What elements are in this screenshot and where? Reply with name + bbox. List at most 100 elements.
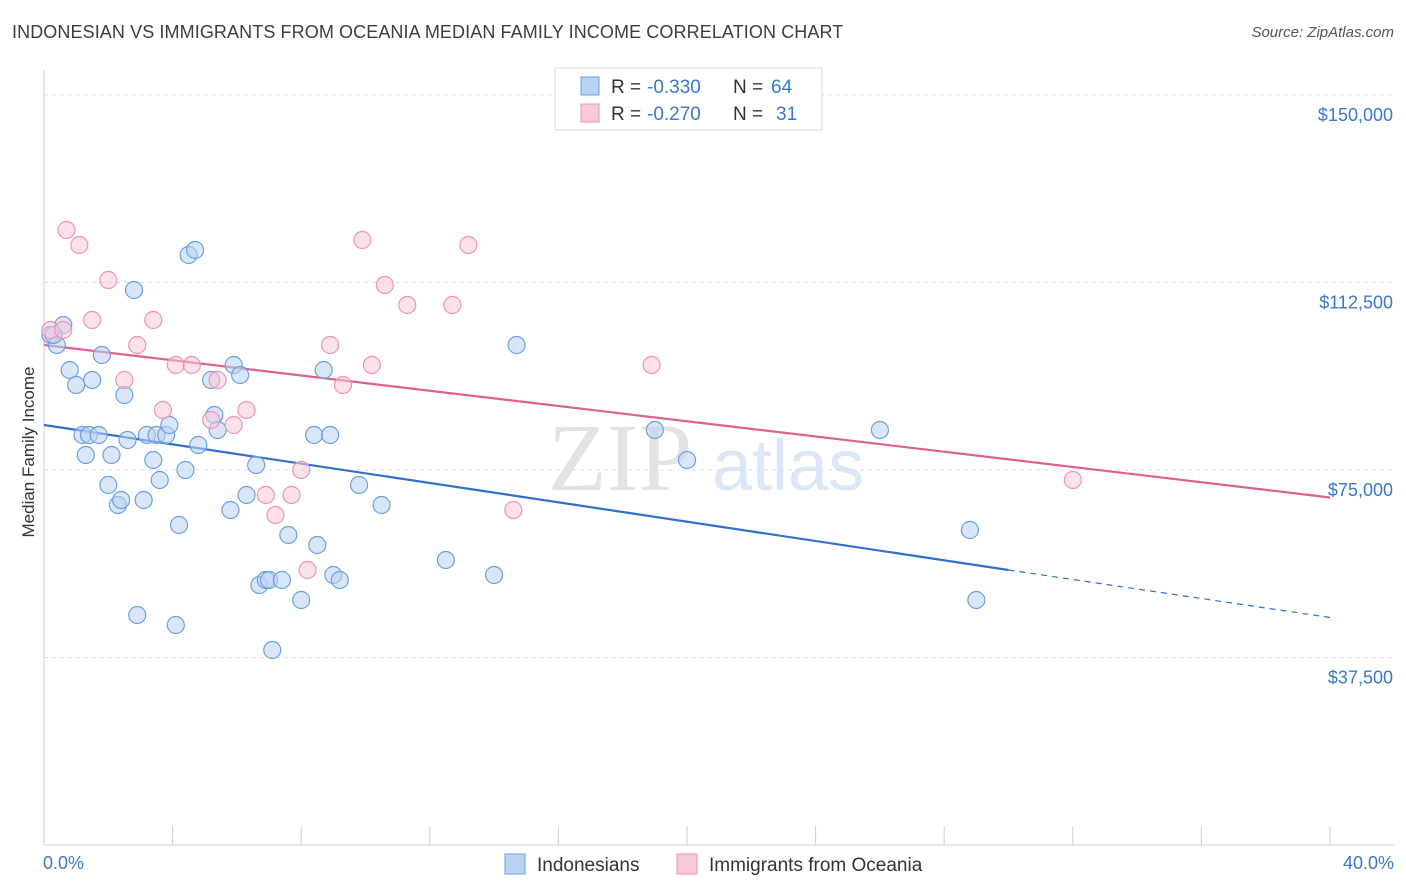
y-tick-label-1: $112,500	[1319, 293, 1393, 313]
point-series0-39	[247, 455, 266, 475]
point-series0-4	[67, 375, 86, 395]
point-series0-9	[89, 425, 108, 445]
point-series0-53	[349, 475, 369, 495]
chart-source: Source: ZipAtlas.com	[1251, 24, 1394, 41]
point-series1-25	[375, 275, 394, 295]
stats-legend: R = -0.330 N = 64 R = -0.270 N = 31	[554, 67, 823, 131]
point-series0-8	[83, 370, 102, 390]
point-series0-37	[231, 365, 250, 385]
data-points	[41, 220, 1082, 660]
point-series0-38	[237, 485, 256, 505]
point-series1-29	[504, 500, 523, 520]
point-series0-47	[304, 425, 324, 445]
point-series1-6	[115, 370, 134, 390]
point-series1-1	[54, 320, 73, 340]
point-series0-11	[99, 475, 118, 495]
point-series0-52	[330, 570, 349, 590]
point-series0-49	[314, 360, 333, 380]
point-series1-20	[298, 560, 317, 580]
point-series0-48	[308, 535, 327, 555]
point-series0-50	[321, 425, 340, 445]
point-series1-18	[282, 485, 301, 505]
point-series0-55	[436, 550, 455, 570]
point-series1-15	[237, 400, 256, 420]
point-series0-17	[124, 280, 144, 300]
legend-swatch-oceania	[580, 103, 600, 123]
point-series0-44	[272, 570, 292, 590]
legend-n-label-1: N =	[733, 77, 763, 98]
point-series1-13	[208, 370, 227, 390]
point-series0-54	[372, 495, 391, 515]
trend-line-extension-0	[1008, 569, 1331, 619]
legend-r-label-2: R =	[611, 104, 641, 125]
point-series1-5	[99, 270, 118, 290]
point-series1-9	[153, 400, 173, 420]
legend-n-value-2: 31	[776, 104, 797, 125]
point-series0-12	[102, 445, 121, 465]
point-series0-59	[677, 450, 697, 470]
bottom-legend-swatch-indonesians	[504, 853, 526, 875]
point-series0-57	[507, 335, 526, 355]
trend-line-1	[43, 343, 1331, 499]
point-series0-30	[186, 240, 205, 260]
point-series1-11	[182, 355, 201, 375]
point-series1-19	[292, 460, 311, 480]
point-series0-19	[134, 490, 153, 510]
point-series1-30	[642, 355, 661, 375]
point-series1-7	[128, 335, 147, 355]
point-series1-23	[353, 230, 372, 250]
y-tick-label-0: $150,000	[1318, 105, 1393, 125]
point-series1-14	[224, 415, 243, 435]
legend-r-label-1: R =	[611, 77, 641, 98]
point-series1-4	[83, 310, 102, 330]
point-series0-61	[960, 520, 980, 540]
point-series1-8	[144, 310, 163, 330]
x-tick-label-max: 40.0%	[1343, 853, 1394, 873]
legend-swatch-indonesians	[580, 76, 600, 96]
point-series1-16	[256, 485, 275, 505]
legend-r-value-2: -0.270	[647, 104, 701, 125]
axes	[43, 70, 1394, 846]
point-series0-10	[92, 345, 111, 365]
point-series1-31	[1063, 470, 1082, 490]
point-series0-6	[76, 445, 95, 465]
point-series0-23	[150, 470, 169, 490]
watermark-zip: ZIP	[548, 404, 692, 511]
point-series1-26	[398, 295, 417, 315]
point-series1-2	[57, 220, 76, 240]
legend-n-value-1: 64	[771, 77, 793, 98]
point-series0-26	[166, 615, 185, 635]
point-series0-21	[144, 450, 163, 470]
point-series0-3	[60, 360, 79, 380]
y-tick-label-2: $75,000	[1328, 480, 1393, 500]
point-series1-12	[202, 410, 221, 430]
y-axis-label: Median Family Income	[19, 366, 38, 537]
legend-n-label-2: N =	[733, 104, 763, 125]
point-series1-10	[166, 355, 185, 375]
series-legend: Indonesians Immigrants from Oceania	[504, 853, 923, 876]
point-series0-25	[160, 415, 179, 435]
watermark-atlas: atlas	[712, 426, 864, 506]
point-series1-27	[443, 295, 462, 315]
point-series0-31	[189, 435, 208, 455]
point-series0-56	[485, 565, 504, 585]
point-series1-3	[70, 235, 89, 255]
y-tick-label-3: $37,500	[1328, 668, 1393, 688]
point-series1-21	[321, 335, 340, 355]
point-series1-24	[362, 355, 382, 375]
point-series0-43	[263, 640, 282, 660]
point-series0-46	[292, 590, 311, 610]
legend-r-value-1: -0.330	[647, 77, 701, 98]
point-series0-16	[118, 430, 137, 450]
point-series0-14	[112, 490, 131, 510]
bottom-legend-swatch-oceania	[676, 853, 698, 875]
watermark: ZIP atlas	[548, 404, 864, 511]
point-series1-28	[459, 235, 478, 255]
point-series0-60	[870, 420, 890, 440]
bottom-legend-label-oceania: Immigrants from Oceania	[709, 855, 923, 876]
point-series0-18	[128, 605, 147, 625]
point-series0-28	[176, 460, 195, 480]
point-series1-17	[266, 505, 285, 525]
point-series0-62	[967, 590, 986, 610]
